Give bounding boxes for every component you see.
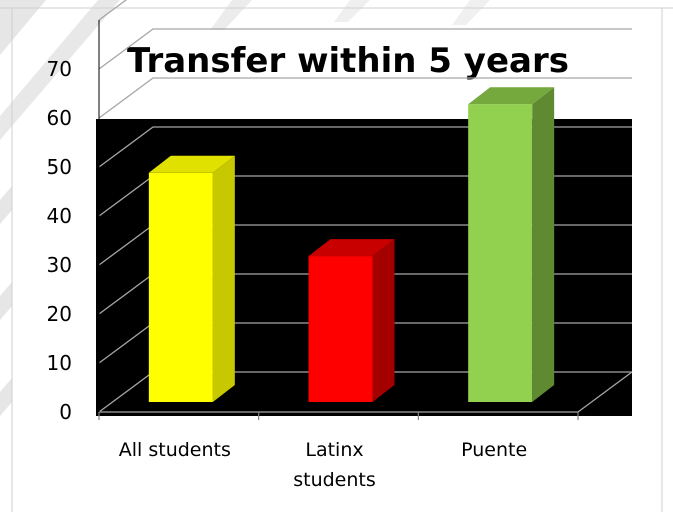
bar-top [148,155,235,173]
bars [148,87,555,402]
axis-labels: 0 10 20 30 40 50 60 70 All students Latinx student… [47,57,528,491]
y-tick-label: 70 [47,57,72,81]
y-tick-label: 40 [47,204,72,228]
bar-front [308,256,373,402]
bar [308,239,395,402]
bar [468,87,555,402]
y-tick-label: 50 [47,155,72,179]
bar-top [468,87,555,105]
category-label: All students [119,439,231,461]
gridline [98,0,128,21]
axes [98,20,633,420]
bar-side [532,87,555,402]
bar-front [468,104,533,402]
bar-side [212,155,235,402]
y-tick-label: 60 [47,106,72,130]
bar-front [148,172,213,402]
category-label: Latinx [305,439,363,461]
y-tick-label: 30 [47,253,72,277]
gridline [98,28,632,70]
category-label: students [293,469,376,491]
chart-title: Transfer within 5 years [127,41,569,81]
bar-side [372,239,395,402]
bar-top [308,239,395,257]
bar [148,155,235,402]
y-tick-label: 20 [47,302,72,326]
y-tick-label: 0 [59,400,72,424]
y-tick-label: 10 [47,351,72,375]
category-label: Puente [461,439,527,461]
gridline [98,77,632,119]
